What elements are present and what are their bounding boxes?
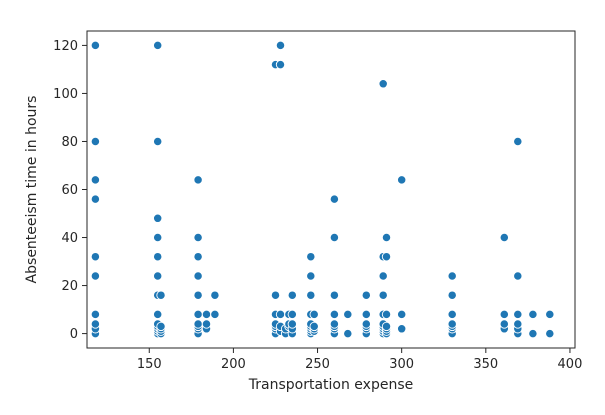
x-axis-label: Transportation expense bbox=[248, 377, 413, 393]
data-point bbox=[156, 290, 166, 300]
data-point bbox=[90, 40, 101, 51]
data-point bbox=[210, 290, 220, 300]
data-point bbox=[193, 232, 203, 243]
data-point bbox=[381, 232, 392, 243]
data-point bbox=[329, 319, 340, 329]
data-point bbox=[378, 79, 388, 89]
data-point bbox=[275, 40, 286, 51]
data-point bbox=[499, 232, 509, 243]
data-point bbox=[329, 194, 340, 204]
data-point bbox=[378, 271, 388, 281]
data-point bbox=[361, 319, 371, 329]
data-point bbox=[153, 309, 163, 320]
data-point bbox=[309, 321, 319, 332]
data-point bbox=[210, 309, 220, 320]
data-point bbox=[90, 319, 101, 329]
data-point bbox=[343, 328, 353, 339]
data-point bbox=[201, 319, 212, 329]
y-tick-label: 20 bbox=[61, 279, 78, 294]
data-point bbox=[545, 309, 555, 320]
y-tick-label: 40 bbox=[61, 231, 78, 246]
data-point bbox=[287, 309, 297, 320]
data-point bbox=[329, 309, 340, 320]
data-point bbox=[90, 309, 101, 320]
data-point bbox=[378, 290, 388, 300]
data-point bbox=[361, 290, 371, 300]
data-point bbox=[156, 321, 166, 332]
data-point bbox=[153, 40, 163, 51]
data-point bbox=[193, 175, 203, 185]
data-point bbox=[513, 271, 523, 281]
data-point bbox=[343, 309, 353, 320]
data-point bbox=[397, 309, 407, 320]
data-point bbox=[447, 309, 457, 320]
data-point bbox=[193, 271, 203, 281]
x-tick-label: 200 bbox=[221, 357, 246, 372]
data-point bbox=[153, 136, 163, 147]
data-point bbox=[329, 290, 340, 300]
data-point bbox=[381, 252, 392, 262]
data-point bbox=[513, 319, 523, 329]
y-tick-label: 60 bbox=[61, 183, 78, 198]
data-point bbox=[397, 175, 407, 185]
data-point bbox=[499, 309, 509, 320]
plot-frame bbox=[86, 30, 576, 349]
data-point bbox=[90, 252, 101, 262]
data-point bbox=[287, 319, 297, 329]
data-point bbox=[270, 290, 281, 300]
data-point bbox=[153, 213, 163, 223]
x-tick-label: 250 bbox=[305, 357, 330, 372]
data-point bbox=[193, 252, 203, 262]
data-point bbox=[309, 309, 319, 320]
y-axis-ticks: 0 20 40 60 80 100 120 bbox=[53, 39, 87, 342]
data-point bbox=[287, 290, 297, 300]
data-point bbox=[193, 290, 203, 300]
x-tick-label: 400 bbox=[558, 357, 583, 372]
data-point bbox=[528, 309, 538, 320]
data-point bbox=[201, 309, 212, 320]
x-tick-label: 300 bbox=[389, 357, 414, 372]
data-point bbox=[528, 328, 538, 339]
data-point bbox=[153, 252, 163, 262]
data-point bbox=[193, 319, 203, 329]
data-point bbox=[193, 309, 203, 320]
data-point bbox=[275, 309, 286, 320]
data-point bbox=[513, 309, 523, 320]
data-point bbox=[90, 194, 101, 204]
y-tick-label: 80 bbox=[61, 135, 78, 150]
data-point bbox=[499, 319, 509, 329]
y-axis-label: Absenteeism time in hours bbox=[24, 96, 40, 284]
data-point bbox=[447, 290, 457, 300]
data-point bbox=[361, 309, 371, 320]
y-tick-label: 120 bbox=[53, 39, 78, 54]
data-point bbox=[306, 271, 316, 281]
x-axis-ticks: 150 200 250 300 350 400 bbox=[137, 348, 583, 372]
data-point bbox=[447, 271, 457, 281]
data-point bbox=[381, 321, 392, 332]
data-point bbox=[381, 309, 392, 320]
data-point bbox=[90, 175, 101, 185]
data-point bbox=[275, 59, 286, 70]
data-point bbox=[447, 319, 457, 329]
x-tick-label: 350 bbox=[473, 357, 498, 372]
data-point bbox=[545, 328, 555, 339]
data-point bbox=[397, 324, 407, 334]
y-tick-label: 100 bbox=[53, 87, 78, 102]
data-points bbox=[90, 40, 555, 339]
data-point bbox=[306, 252, 316, 262]
data-point bbox=[90, 271, 101, 281]
data-point bbox=[153, 232, 163, 243]
x-tick-label: 150 bbox=[137, 357, 162, 372]
y-tick-label: 0 bbox=[70, 327, 78, 342]
data-point bbox=[90, 136, 101, 147]
data-point bbox=[329, 232, 340, 243]
data-point bbox=[306, 290, 316, 300]
data-point bbox=[153, 271, 163, 281]
data-point bbox=[513, 136, 523, 147]
